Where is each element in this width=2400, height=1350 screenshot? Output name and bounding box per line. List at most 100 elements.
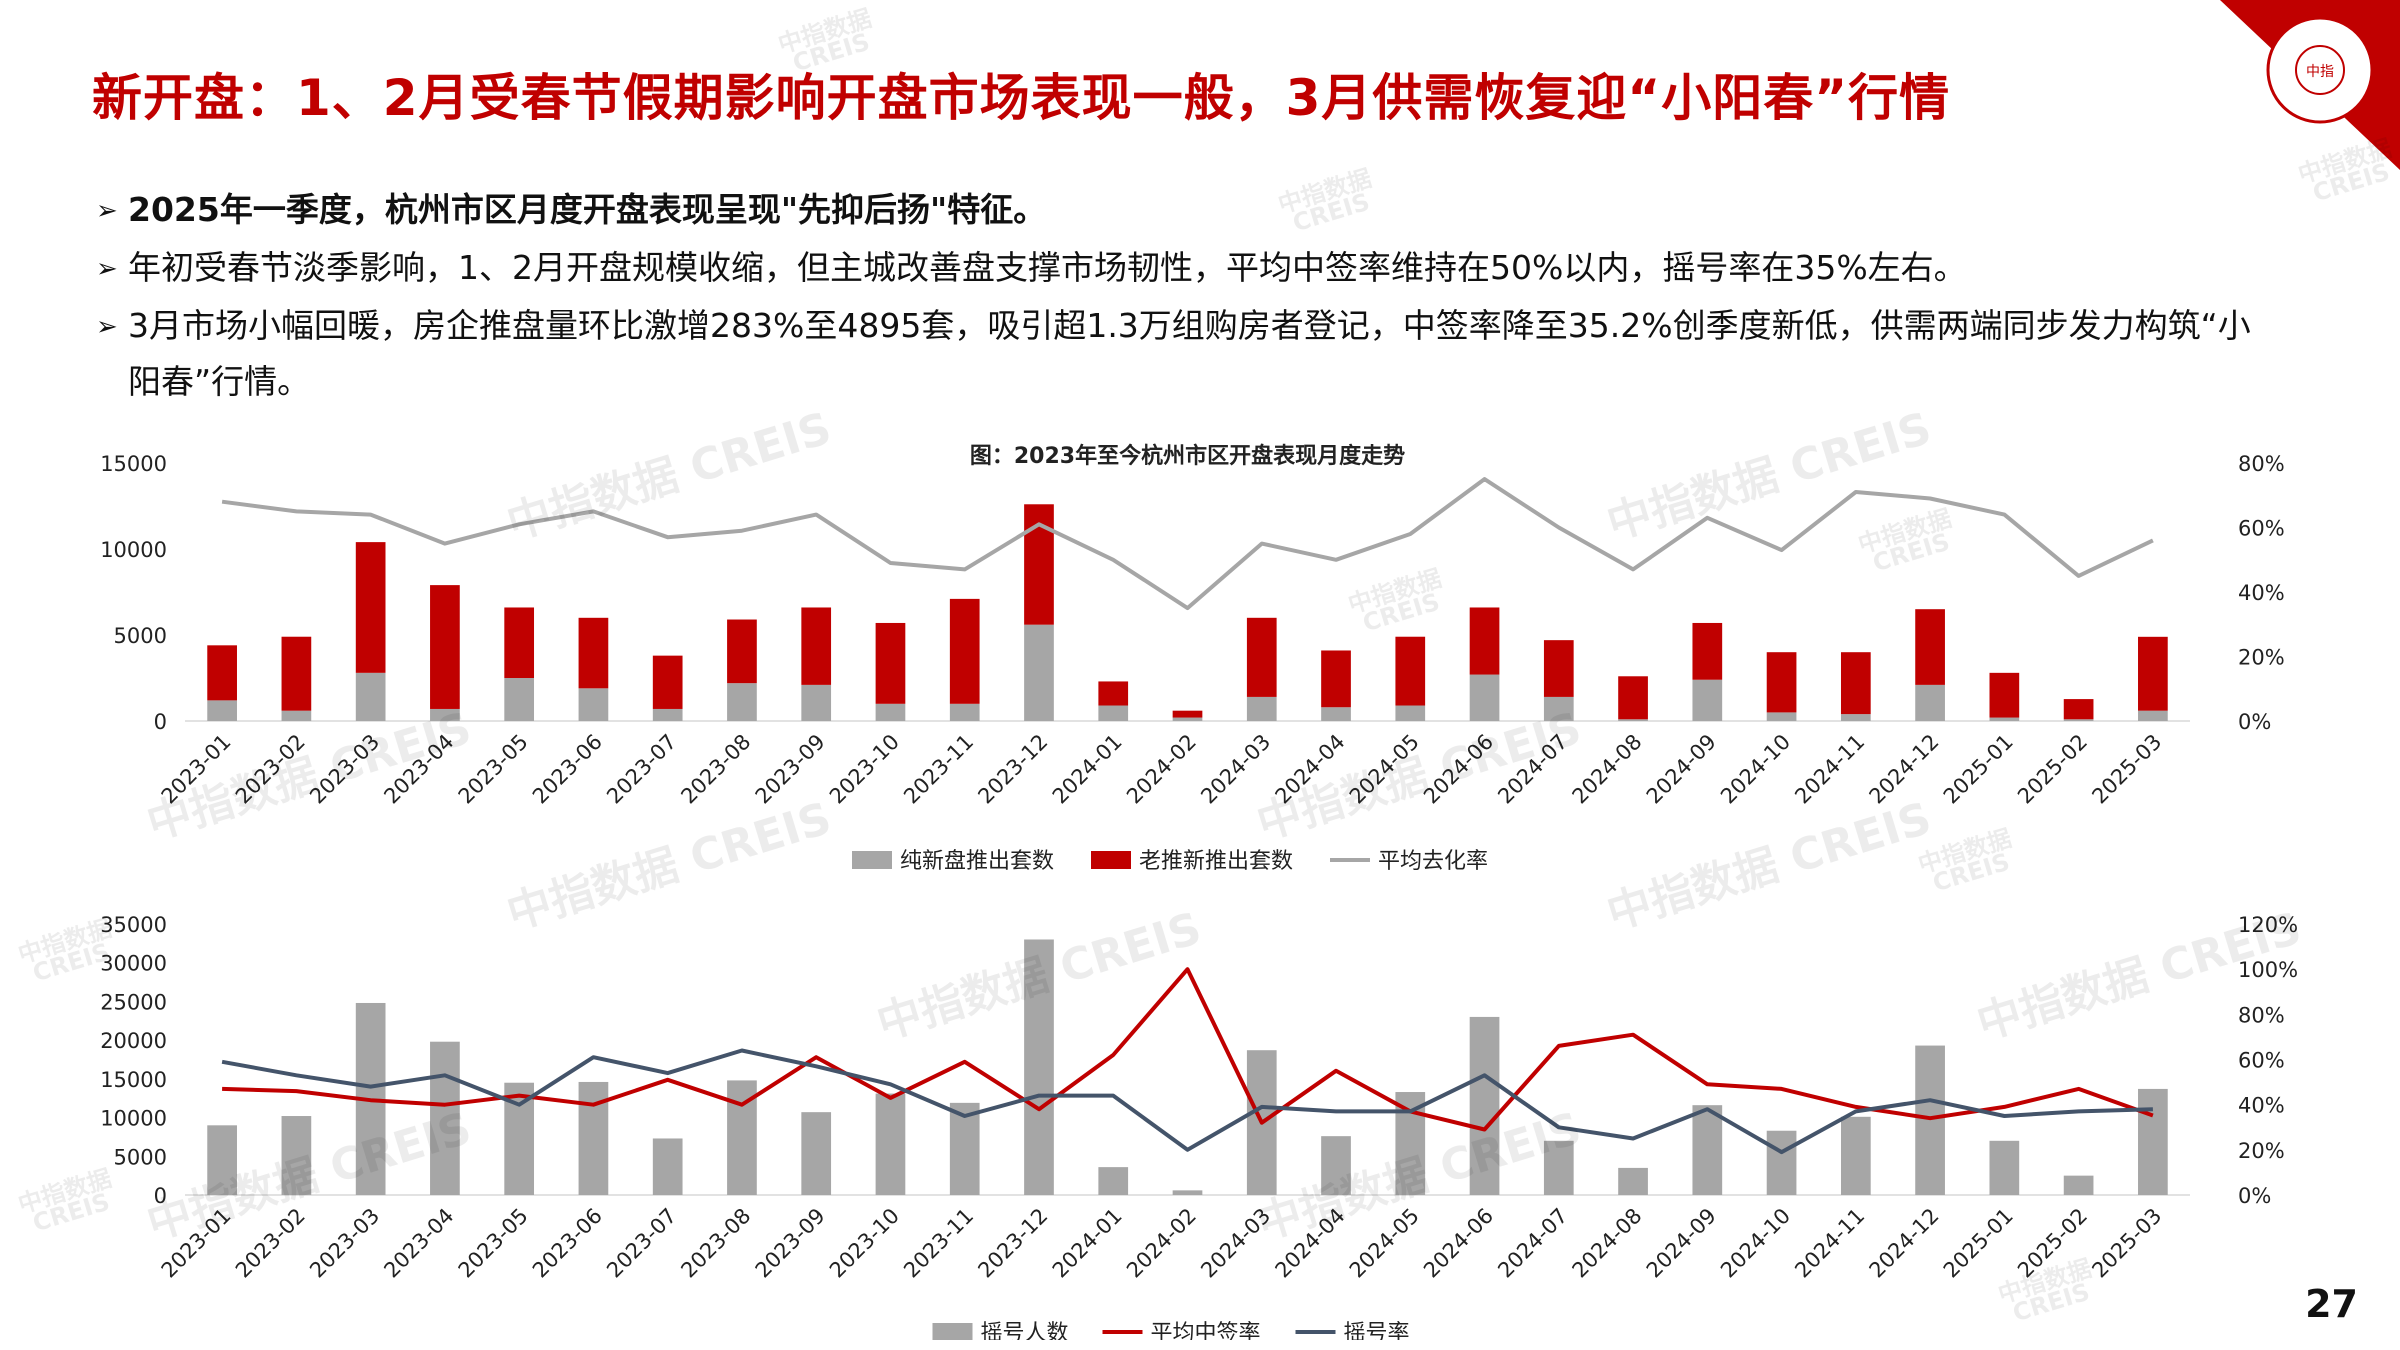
x-tick-label: 2024-09 bbox=[1642, 1204, 1721, 1283]
x-tick-label: 2024-07 bbox=[1493, 730, 1572, 809]
bar-摇号人数 bbox=[949, 1102, 980, 1195]
x-tick-label: 2023-03 bbox=[305, 1204, 384, 1283]
y-left-tick-label: 35000 bbox=[100, 913, 167, 937]
x-tick-label: 2023-09 bbox=[751, 1204, 830, 1283]
x-tick-label: 2023-03 bbox=[305, 730, 384, 809]
y-right-tick-label: 0% bbox=[2238, 710, 2271, 734]
bar-老推新推出套数 bbox=[355, 542, 386, 673]
x-tick-label: 2023-06 bbox=[528, 1204, 607, 1283]
y-left-tick-label: 15000 bbox=[100, 1068, 167, 1092]
bar-摇号人数 bbox=[652, 1138, 683, 1195]
x-tick-label: 2024-04 bbox=[1271, 1204, 1350, 1283]
legend-label: 平均中签率 bbox=[1151, 1321, 1261, 1340]
bar-摇号人数 bbox=[578, 1081, 609, 1195]
bar-纯新盘推出套数 bbox=[652, 708, 683, 721]
bar-老推新推出套数 bbox=[949, 598, 980, 704]
bar-纯新盘推出套数 bbox=[281, 710, 312, 721]
bar-老推新推出套数 bbox=[1618, 676, 1648, 720]
x-tick-label: 2024-11 bbox=[1790, 730, 1869, 809]
bar-纯新盘推出套数 bbox=[2138, 710, 2168, 721]
bar-纯新盘推出套数 bbox=[801, 684, 832, 721]
x-tick-label: 2024-01 bbox=[1048, 1204, 1127, 1283]
y-left-tick-label: 25000 bbox=[100, 990, 167, 1014]
bar-纯新盘推出套数 bbox=[1098, 705, 1129, 721]
bar-老推新推出套数 bbox=[2138, 636, 2168, 711]
x-tick-label: 2024-12 bbox=[1865, 730, 1944, 809]
x-tick-label: 2023-08 bbox=[676, 730, 755, 809]
x-tick-label: 2024-02 bbox=[1122, 1204, 1201, 1283]
bar-纯新盘推出套数 bbox=[578, 688, 609, 721]
bar-纯新盘推出套数 bbox=[504, 678, 535, 721]
x-tick-label: 2023-11 bbox=[899, 730, 978, 809]
bar-老推新推出套数 bbox=[281, 636, 312, 711]
bar-老推新推出套数 bbox=[801, 607, 832, 685]
bar-摇号人数 bbox=[1989, 1140, 2020, 1195]
legend-label: 老推新推出套数 bbox=[1139, 849, 1293, 874]
legend-swatch bbox=[1091, 851, 1131, 869]
bar-纯新盘推出套数 bbox=[355, 672, 386, 721]
x-tick-label: 2024-08 bbox=[1568, 1204, 1647, 1283]
y-left-tick-label: 15000 bbox=[100, 452, 167, 476]
x-tick-label: 2023-04 bbox=[379, 1204, 458, 1283]
bar-摇号人数 bbox=[1766, 1130, 1797, 1195]
bar-老推新推出套数 bbox=[652, 655, 683, 709]
bar-老推新推出套数 bbox=[1321, 650, 1351, 708]
bar-老推新推出套数 bbox=[1989, 672, 2020, 718]
bar-纯新盘推出套数 bbox=[1246, 696, 1277, 721]
y-left-tick-label: 20000 bbox=[100, 1029, 167, 1053]
x-tick-label: 2024-06 bbox=[1419, 730, 1498, 809]
bar-摇号人数 bbox=[1543, 1140, 1574, 1195]
x-tick-label: 2024-08 bbox=[1568, 730, 1647, 809]
bar-纯新盘推出套数 bbox=[1321, 707, 1351, 721]
bar-纯新盘推出套数 bbox=[1172, 717, 1203, 721]
bar-摇号人数 bbox=[2138, 1088, 2168, 1195]
bar-纯新盘推出套数 bbox=[949, 703, 980, 721]
x-tick-label: 2023-01 bbox=[157, 1204, 236, 1283]
y-left-tick-label: 5000 bbox=[114, 624, 167, 648]
legend-label: 摇号人数 bbox=[981, 1321, 1069, 1340]
x-tick-label: 2023-01 bbox=[157, 730, 236, 809]
line-摇号率 bbox=[221, 1048, 2153, 1155]
x-tick-label: 2023-12 bbox=[973, 1204, 1052, 1283]
x-tick-label: 2024-02 bbox=[1122, 730, 1201, 809]
x-tick-label: 2023-07 bbox=[602, 1204, 681, 1283]
y-left-tick-label: 0 bbox=[154, 710, 167, 734]
bullet-text: 3月市场小幅回暖，房企推盘量环比激增283%至4895套，吸引超1.3万组购房者… bbox=[128, 306, 2251, 401]
y-right-tick-label: 40% bbox=[2238, 581, 2285, 605]
bar-摇号人数 bbox=[281, 1116, 312, 1195]
bar-纯新盘推出套数 bbox=[207, 700, 237, 721]
x-tick-label: 2025-01 bbox=[1939, 1204, 2018, 1283]
bar-摇号人数 bbox=[1321, 1136, 1351, 1195]
bar-纯新盘推出套数 bbox=[727, 683, 757, 721]
x-tick-label: 2025-02 bbox=[2013, 730, 2092, 809]
x-tick-label: 2024-10 bbox=[1716, 1204, 1795, 1283]
x-tick-label: 2024-04 bbox=[1271, 730, 1350, 809]
bar-摇号人数 bbox=[2063, 1175, 2094, 1195]
legend-swatch bbox=[932, 1323, 973, 1340]
page-number: 27 bbox=[2305, 1282, 2358, 1326]
bar-纯新盘推出套数 bbox=[1543, 696, 1574, 721]
y-left-tick-label: 0 bbox=[154, 1184, 167, 1208]
bullet-item: ➢ 3月市场小幅回暖，房企推盘量环比激增283%至4895套，吸引超1.3万组购… bbox=[96, 298, 2276, 410]
y-right-tick-label: 80% bbox=[2238, 452, 2285, 476]
bar-摇号人数 bbox=[1915, 1045, 1945, 1195]
line-平均去化率 bbox=[221, 477, 2154, 611]
bar-老推新推出套数 bbox=[1766, 652, 1797, 713]
bar-纯新盘推出套数 bbox=[1469, 674, 1500, 721]
bar-纯新盘推出套数 bbox=[1395, 705, 1426, 721]
x-tick-label: 2023-02 bbox=[231, 730, 310, 809]
bar-纯新盘推出套数 bbox=[1989, 717, 2020, 721]
bar-纯新盘推出套数 bbox=[1840, 714, 1871, 721]
x-tick-label: 2023-05 bbox=[454, 1204, 533, 1283]
bar-老推新推出套数 bbox=[1840, 652, 1871, 715]
bar-纯新盘推出套数 bbox=[430, 708, 460, 721]
chart-monthly-opening: 图：2023年至今杭州市区开盘表现月度走势 0 5000 10000 15000 0% 20… bbox=[100, 443, 2285, 874]
x-tick-label: 2024-05 bbox=[1345, 730, 1424, 809]
x-tick-label: 2024-10 bbox=[1716, 730, 1795, 809]
bar-老推新推出套数 bbox=[1172, 710, 1203, 718]
x-tick-label: 2024-03 bbox=[1196, 730, 1275, 809]
bar-纯新盘推出套数 bbox=[1766, 712, 1797, 721]
y-right-tick-label: 20% bbox=[2238, 646, 2285, 670]
bar-老推新推出套数 bbox=[207, 645, 237, 701]
x-tick-label: 2023-11 bbox=[899, 1204, 978, 1283]
